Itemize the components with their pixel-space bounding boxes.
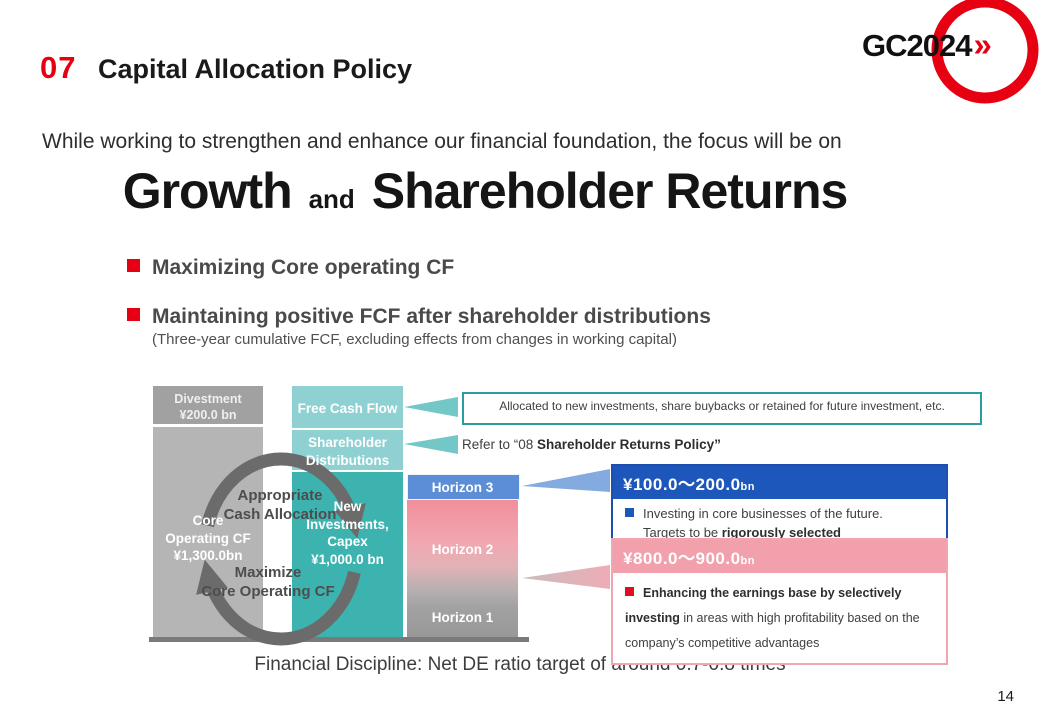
slide-number: 07 [40,50,77,85]
gc2024-logo: GC2024» [862,26,992,64]
horizon2-amount-box: ¥800.0〜900.0bn Enhancing the earnings ba… [611,538,948,665]
headline: Growth and Shareholder Returns [0,162,970,220]
sd-callout-wedge-icon [404,435,458,454]
horizon2-label: Horizon 2 [431,542,494,557]
red-square-bullet-icon [625,587,634,596]
red-square-bullet-icon [127,308,140,321]
horizon3-unit: bn [740,481,755,493]
horizon2-horizon1-bar [407,500,518,637]
bullet-text: Maximizing Core operating CF [152,256,455,279]
horizon2-amount: ¥800.0〜900.0 [623,549,741,568]
horizon3-desc-line1: Investing in core businesses of the futu… [643,506,883,521]
horizon3-amount-box: ¥100.0〜200.0bn Investing in core busines… [611,464,948,552]
divestment-label: Divestment ¥200.0 bn [174,392,242,423]
horizon3-bar [407,474,520,500]
horizon2-callout-wedge-icon [522,565,610,589]
horizon2-desc-bold: Enhancing the earnings base by selective… [625,586,902,625]
fcf-allocation-note: Allocated to new investments, share buyb… [499,399,945,413]
bullet-footnote: (Three-year cumulative FCF, excluding ef… [152,331,677,348]
bullet-positive-fcf: Maintaining positive FCF after sharehold… [127,305,711,329]
horizon3-desc-line2: Targets to be rigorously selected [625,525,841,540]
bullet-maximizing-cf: Maximizing Core operating CF [127,256,454,280]
horizon2-amount-header: ¥800.0〜900.0bn [613,540,946,573]
shareholder-distributions-label: Shareholder Distributions [305,435,390,468]
double-chevron-icon: » [973,26,992,63]
headline-shareholder-returns: Shareholder Returns [371,163,849,219]
blue-square-bullet-icon [625,508,634,517]
horizon2-unit: bn [740,555,755,567]
refer-prefix: Refer to “08 [462,437,538,452]
refer-policy-name: Shareholder Returns Policy” [537,437,721,452]
maximize-core-cf-label: Maximize Core Operating CF [201,564,335,600]
horizon3-desc-line2-regular: Targets to be [643,524,722,540]
horizon3-description: Investing in core businesses of the futu… [613,499,946,550]
headline-growth: Growth [122,163,293,219]
horizon2-desc-regular: in areas with high profitability based o… [625,611,920,650]
appropriate-cash-allocation-label: Appropriate Cash Allocation [223,487,337,523]
page-title: Capital Allocation Policy [98,54,413,84]
horizon3-label: Horizon 3 [431,480,494,495]
logo-wordmark: GC2024 [862,28,972,63]
bullet-text: Maintaining positive FCF after sharehold… [152,305,711,328]
free-cash-flow-label: Free Cash Flow [297,401,398,416]
diagram-baseline [149,637,529,642]
free-cash-flow-bar [292,386,403,428]
horizon3-desc-line2-bold: rigorously selected [721,524,841,540]
horizon1-label: Horizon 1 [431,610,494,625]
horizon3-amount-header: ¥100.0〜200.0bn [613,466,946,499]
headline-and: and [308,184,355,214]
horizon2-description: Enhancing the earnings base by selective… [613,573,946,663]
page-number: 14 [997,688,1014,705]
refer-note: Refer to “08 Shareholder Returns Policy” [462,437,721,452]
horizon3-amount: ¥100.0〜200.0 [623,475,741,494]
intro-text: While working to strengthen and enhance … [42,130,842,153]
red-square-bullet-icon [127,259,140,272]
horizon3-callout-wedge-icon [522,469,610,492]
divestment-bar [153,386,263,424]
fcf-callout-wedge-icon [404,397,458,417]
fcf-allocation-note-box: Allocated to new investments, share buyb… [462,392,982,425]
